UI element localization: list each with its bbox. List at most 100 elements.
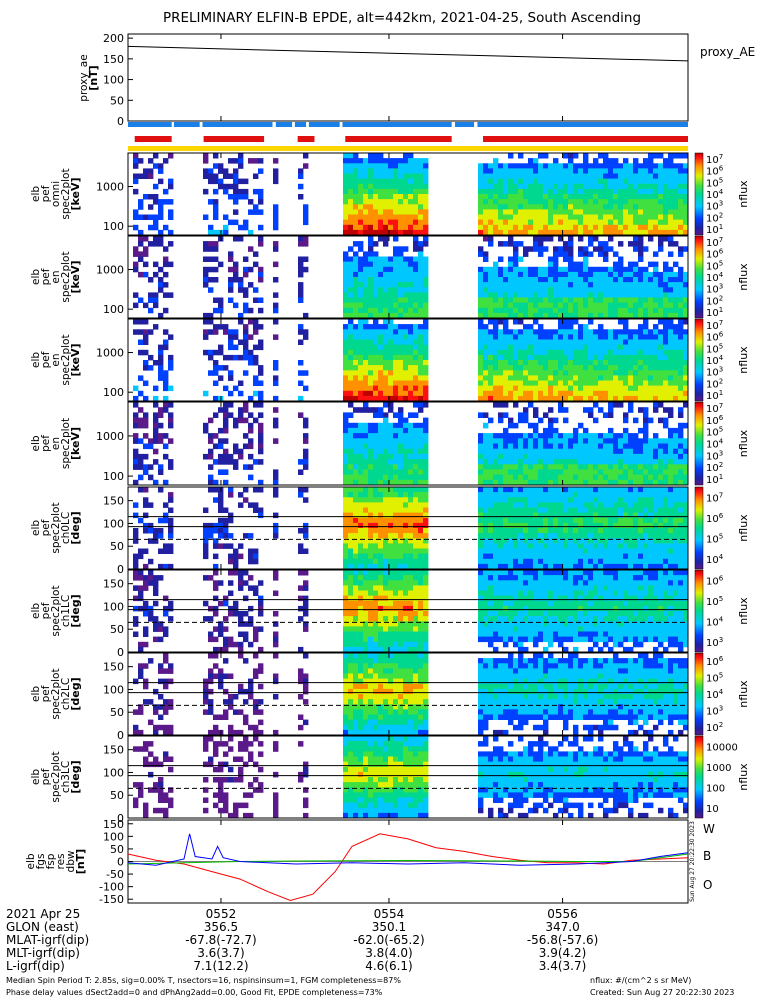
heatmap-cell: [648, 183, 654, 190]
heatmap-cell: [493, 360, 499, 366]
heatmap-cell: [538, 512, 544, 519]
heatmap-cell: [488, 474, 494, 481]
heatmap-cell: [638, 178, 644, 185]
heatmap-cell: [393, 553, 399, 560]
heatmap-cell: [413, 443, 419, 450]
heatmap-cell: [553, 417, 559, 424]
heatmap-cell: [383, 538, 389, 544]
heatmap-cell: [553, 563, 559, 570]
heatmap-cell: [238, 412, 244, 418]
heatmap-cell: [668, 194, 674, 200]
heatmap-cell: [388, 474, 394, 481]
heatmap-cell: [663, 543, 669, 549]
heatmap-cell: [618, 360, 624, 366]
colorbar-tick-label: 101: [706, 306, 723, 319]
heatmap-cell: [653, 538, 659, 544]
heatmap-cell: [633, 453, 639, 460]
heatmap-cell: [363, 188, 369, 195]
heatmap-cell: [133, 422, 139, 429]
heatmap-cell: [663, 522, 669, 529]
heatmap-cell: [343, 507, 349, 513]
heatmap-cell: [368, 173, 374, 179]
heatmap-cell: [548, 507, 554, 513]
heatmap-cell: [238, 287, 244, 293]
heatmap-cell: [608, 563, 614, 570]
heatmap-cell: [403, 153, 409, 159]
heatmap-cell: [623, 360, 629, 366]
heatmap-cell: [593, 558, 599, 565]
heatmap-cell: [143, 395, 149, 402]
heatmap-cell: [493, 433, 499, 439]
heatmap-cell: [538, 236, 544, 242]
heatmap-cell: [478, 173, 484, 179]
heatmap-cell: [483, 380, 489, 386]
heatmap-cell: [503, 533, 509, 539]
heatmap-cell: [168, 292, 174, 298]
heatmap-cell: [553, 339, 559, 345]
heatmap-cell: [573, 427, 579, 434]
heatmap-cell: [523, 390, 529, 397]
heatmap-cell: [363, 199, 369, 205]
heatmap-cell: [343, 469, 349, 475]
heatmap-cell: [413, 307, 419, 314]
heatmap-cell: [368, 214, 374, 220]
heatmap-cell: [388, 256, 394, 262]
heatmap-cell: [203, 158, 209, 164]
heatmap-cell: [363, 563, 369, 570]
heatmap-cell: [238, 502, 244, 508]
heatmap-cell: [233, 459, 239, 465]
heatmap-cell: [478, 497, 484, 503]
heatmap-cell: [563, 246, 569, 252]
heatmap-cell: [623, 282, 629, 288]
ylabel-line: elb: [30, 352, 42, 368]
heatmap-cell: [418, 479, 424, 486]
heatmap-cell: [513, 528, 519, 534]
heatmap-cell: [633, 312, 639, 319]
heatmap-cell: [673, 354, 679, 361]
heatmap-cell: [513, 204, 519, 210]
heatmap-cell: [533, 219, 539, 226]
heatmap-cell: [478, 528, 484, 534]
heatmap-cell: [273, 261, 279, 268]
heatmap-cell: [423, 528, 429, 534]
heatmap-cell: [573, 459, 579, 465]
heatmap-cell: [508, 153, 514, 159]
heatmap-cell: [673, 469, 679, 475]
heatmap-cell: [363, 453, 369, 460]
heatmap-cell: [623, 479, 629, 486]
heatmap-cell: [383, 360, 389, 366]
heatmap-cell: [628, 365, 634, 371]
heatmap-cell: [648, 312, 654, 319]
heatmap-cell: [633, 188, 639, 195]
heatmap-cell: [393, 168, 399, 174]
heatmap-cell: [503, 438, 509, 444]
heatmap-cell: [418, 548, 424, 554]
heatmap-cell: [378, 375, 384, 381]
heatmap-cell: [643, 385, 649, 392]
heatmap-cell: [623, 438, 629, 444]
heatmap-cell: [258, 427, 264, 434]
heatmap-cell: [343, 178, 349, 185]
heatmap-cell: [408, 502, 414, 508]
heatmap-cell: [643, 517, 649, 524]
heatmap-cell: [538, 246, 544, 252]
heatmap-cell: [678, 474, 684, 481]
heatmap-cell: [508, 469, 514, 475]
heatmap-cell: [143, 563, 149, 570]
heatmap-cell: [378, 487, 384, 493]
heatmap-cell: [643, 453, 649, 460]
heatmap-cell: [393, 334, 399, 340]
heatmap-cell: [618, 183, 624, 190]
heatmap-cell: [558, 209, 564, 215]
heatmap-cell: [398, 302, 404, 309]
heatmap-cell: [228, 412, 234, 418]
heatmap-cell: [628, 512, 634, 519]
spectrogram-panels: 1001000elbpefomnispec2plot[keV]101102103…: [30, 152, 750, 825]
heatmap-cell: [148, 214, 154, 220]
heatmap-cell: [153, 219, 159, 226]
heatmap-cell: [508, 492, 514, 498]
heatmap-cell: [358, 360, 364, 366]
heatmap-cell: [393, 558, 399, 565]
heatmap-cell: [613, 370, 619, 376]
heatmap-cell: [508, 390, 514, 397]
